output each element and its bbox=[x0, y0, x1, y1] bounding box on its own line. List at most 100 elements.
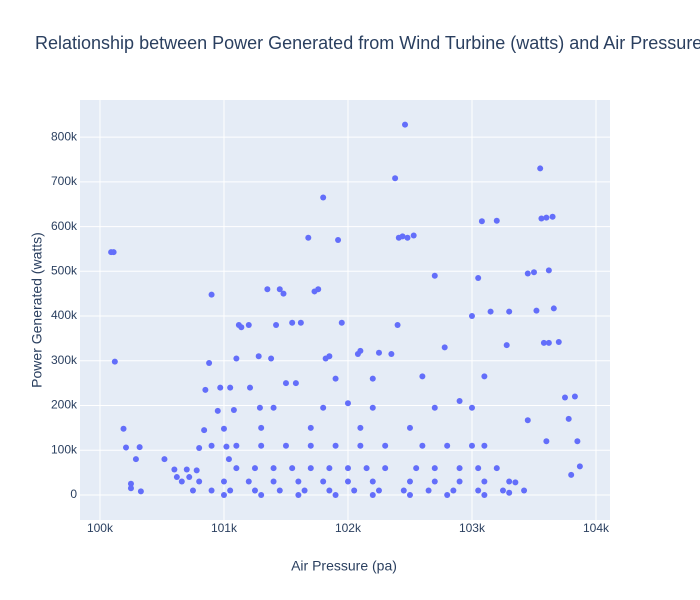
point bbox=[450, 487, 457, 494]
point bbox=[344, 478, 351, 485]
point bbox=[238, 324, 245, 331]
point bbox=[481, 478, 488, 485]
point bbox=[571, 393, 578, 400]
point bbox=[201, 427, 208, 434]
point bbox=[315, 286, 322, 293]
point bbox=[208, 442, 215, 449]
point bbox=[282, 380, 289, 387]
point bbox=[220, 478, 227, 485]
point bbox=[419, 373, 426, 380]
y-tick-label: 100k bbox=[51, 442, 78, 456]
point bbox=[565, 415, 572, 422]
point bbox=[282, 442, 289, 449]
point bbox=[468, 313, 475, 320]
point bbox=[264, 286, 271, 293]
point bbox=[178, 478, 185, 485]
point bbox=[402, 121, 409, 128]
plot-area bbox=[80, 100, 610, 520]
point bbox=[127, 485, 134, 492]
point bbox=[233, 355, 240, 362]
point bbox=[406, 491, 413, 498]
point bbox=[506, 489, 513, 496]
y-tick-label: 700k bbox=[51, 174, 78, 188]
point bbox=[561, 394, 568, 401]
point bbox=[230, 406, 237, 413]
point bbox=[538, 215, 545, 222]
point bbox=[268, 355, 275, 362]
point bbox=[410, 232, 417, 239]
point bbox=[574, 438, 581, 445]
point bbox=[289, 465, 296, 472]
point bbox=[441, 344, 448, 351]
point bbox=[545, 339, 552, 346]
point bbox=[475, 465, 482, 472]
point bbox=[533, 307, 540, 314]
point bbox=[270, 465, 277, 472]
point bbox=[475, 487, 482, 494]
point bbox=[251, 465, 258, 472]
point bbox=[537, 165, 544, 172]
point bbox=[431, 404, 438, 411]
x-tick-label: 100k bbox=[87, 521, 114, 535]
point bbox=[111, 358, 118, 365]
point bbox=[233, 465, 240, 472]
point bbox=[338, 319, 345, 326]
point bbox=[332, 375, 339, 382]
point bbox=[369, 404, 376, 411]
point bbox=[344, 400, 351, 407]
point bbox=[220, 425, 227, 432]
point bbox=[456, 478, 463, 485]
point bbox=[540, 339, 547, 346]
point bbox=[375, 487, 382, 494]
point bbox=[206, 360, 213, 367]
point bbox=[512, 479, 519, 486]
point bbox=[400, 487, 407, 494]
point bbox=[273, 321, 280, 328]
x-axis-title: Air Pressure (pa) bbox=[291, 558, 397, 574]
point bbox=[326, 487, 333, 494]
point bbox=[369, 375, 376, 382]
x-tick-label: 104k bbox=[583, 521, 610, 535]
y-tick-label: 300k bbox=[51, 353, 78, 367]
grid bbox=[80, 100, 610, 520]
point bbox=[392, 175, 399, 182]
point bbox=[332, 491, 339, 498]
point bbox=[295, 491, 302, 498]
point bbox=[251, 487, 258, 494]
point bbox=[478, 218, 485, 225]
point bbox=[196, 444, 203, 451]
point bbox=[375, 349, 382, 356]
point bbox=[388, 351, 395, 358]
point bbox=[301, 487, 308, 494]
point bbox=[307, 424, 314, 431]
point bbox=[399, 233, 406, 240]
point bbox=[297, 319, 304, 326]
point bbox=[382, 442, 389, 449]
point bbox=[214, 407, 221, 414]
point bbox=[137, 488, 144, 495]
point bbox=[543, 438, 550, 445]
point bbox=[369, 478, 376, 485]
point bbox=[227, 487, 234, 494]
point bbox=[332, 442, 339, 449]
point bbox=[382, 465, 389, 472]
point bbox=[357, 442, 364, 449]
point bbox=[270, 404, 277, 411]
point bbox=[431, 272, 438, 279]
point bbox=[543, 214, 550, 221]
y-tick-label: 500k bbox=[51, 263, 78, 277]
point bbox=[456, 398, 463, 405]
y-tick-label: 0 bbox=[70, 487, 77, 501]
x-tick-label: 103k bbox=[459, 521, 486, 535]
point bbox=[326, 465, 333, 472]
point bbox=[255, 353, 262, 360]
point bbox=[444, 491, 451, 498]
point bbox=[555, 338, 562, 345]
point bbox=[258, 424, 265, 431]
point bbox=[292, 380, 299, 387]
point bbox=[173, 474, 180, 481]
point bbox=[481, 491, 488, 498]
point bbox=[307, 442, 314, 449]
